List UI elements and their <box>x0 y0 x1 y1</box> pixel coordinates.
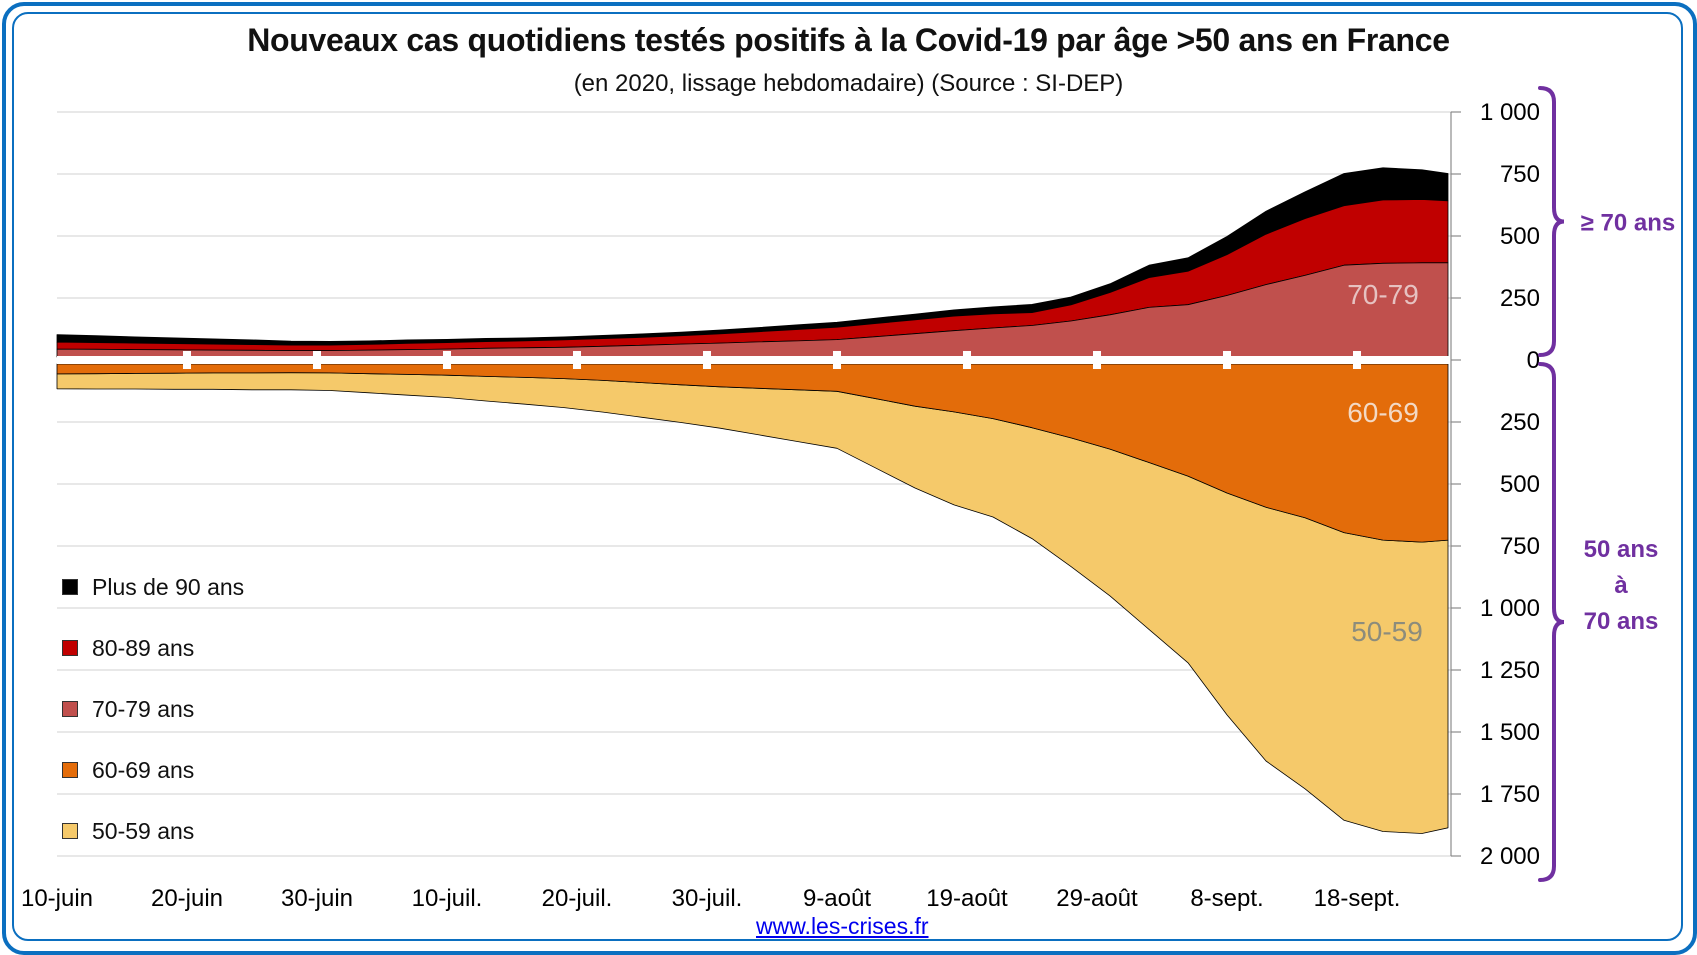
lower-brace <box>1538 362 1565 882</box>
legend-swatch <box>62 579 78 595</box>
x-tick-mark <box>183 351 191 369</box>
x-tick-mark <box>443 351 451 369</box>
x-tick-mark <box>1353 351 1361 369</box>
inner-frame <box>12 12 1683 941</box>
y-tick-label: 2 000 <box>1480 843 1540 870</box>
zero-axis <box>57 351 1452 369</box>
legend-label: 50-59 ans <box>92 817 195 844</box>
y-tick-label: 250 <box>1500 409 1540 436</box>
x-tick-label: 10-juil. <box>412 885 483 912</box>
y-tick-label: 750 <box>1500 533 1540 560</box>
legend-swatch <box>62 640 78 656</box>
brace-label-50-70-line: 50 ans <box>1584 536 1659 563</box>
x-tick-mark <box>313 351 321 369</box>
x-tick-mark <box>963 351 971 369</box>
legend-label: 80-89 ans <box>92 634 195 661</box>
legend-item-70-79: 70-79 ans <box>62 694 194 724</box>
x-tick-label: 30-juin <box>281 885 353 912</box>
x-tick-label: 30-juil. <box>672 885 743 912</box>
y-tick-label: 500 <box>1500 223 1540 250</box>
legend-label: 70-79 ans <box>92 695 195 722</box>
area-label-50-59: 50-59 <box>1351 616 1423 647</box>
braces: ≥ 70 ans 50 ans à 70 ans <box>1538 86 1676 882</box>
legend-label: 60-69 ans <box>92 756 195 783</box>
brace-label-50-70-line: à <box>1614 572 1628 599</box>
x-tick-label: 19-août <box>926 885 1008 912</box>
y-tick-label: 1 500 <box>1480 719 1540 746</box>
x-tick-label: 9-août <box>803 885 871 912</box>
x-tick-label: 20-juin <box>151 885 223 912</box>
x-tick-mark <box>833 351 841 369</box>
x-tick-label: 10-juin <box>21 885 93 912</box>
y-tick-label: 250 <box>1500 285 1540 312</box>
legend-item-80-89: 80-89 ans <box>62 633 194 663</box>
x-tick-mark <box>573 351 581 369</box>
legend-swatch <box>62 823 78 839</box>
legend-item-50-59: 50-59 ans <box>62 816 194 846</box>
legend-item-90-plus: Plus de 90 ans <box>62 572 244 602</box>
legend-swatch <box>62 762 78 778</box>
x-tick-label: 18-sept. <box>1314 885 1401 912</box>
legend-swatch <box>62 701 78 717</box>
y-tick-label: 1 250 <box>1480 657 1540 684</box>
upper-brace <box>1538 86 1565 357</box>
area-label-70-79: 70-79 <box>1347 279 1419 310</box>
y-tick-label: 1 000 <box>1480 99 1540 126</box>
brace-label-50-70-line: 70 ans <box>1584 608 1659 635</box>
zero-axis-line <box>57 356 1452 364</box>
x-tick-mark <box>1093 351 1101 369</box>
chart-title: Nouveaux cas quotidiens testés positifs … <box>247 22 1450 58</box>
legend-item-60-69: 60-69 ans <box>62 755 194 785</box>
y-tick-label: 500 <box>1500 471 1540 498</box>
x-tick-label: 8-sept. <box>1190 885 1263 912</box>
x-tick-label: 29-août <box>1056 885 1138 912</box>
area-label-60-69: 60-69 <box>1347 397 1419 428</box>
y-tick-label: 0 <box>1527 347 1540 374</box>
source-link[interactable]: www.les-crises.fr <box>756 913 929 939</box>
x-tick-mark <box>1223 351 1231 369</box>
y-tick-label: 1 000 <box>1480 595 1540 622</box>
x-tick-mark <box>703 351 711 369</box>
legend-label: Plus de 90 ans <box>92 573 245 600</box>
area-labels: 70-79 60-69 50-59 <box>1347 279 1423 647</box>
y-axis: 0 250 500 750 1 000 250 500 750 1 000 1 250 1 500 1… <box>1450 99 1540 870</box>
chart-subtitle: (en 2020, lissage hebdomadaire) (Source … <box>573 70 1124 97</box>
y-tick-label: 750 <box>1500 161 1540 188</box>
brace-label-70-plus: ≥ 70 ans <box>1581 210 1676 237</box>
x-axis: 10-juin 20-juin 30-juin 10-juil. 20-juil. 30-… <box>21 885 1400 912</box>
stacked-areas <box>56 167 1449 834</box>
y-tick-label: 1 750 <box>1480 781 1540 808</box>
x-tick-label: 20-juil. <box>542 885 613 912</box>
